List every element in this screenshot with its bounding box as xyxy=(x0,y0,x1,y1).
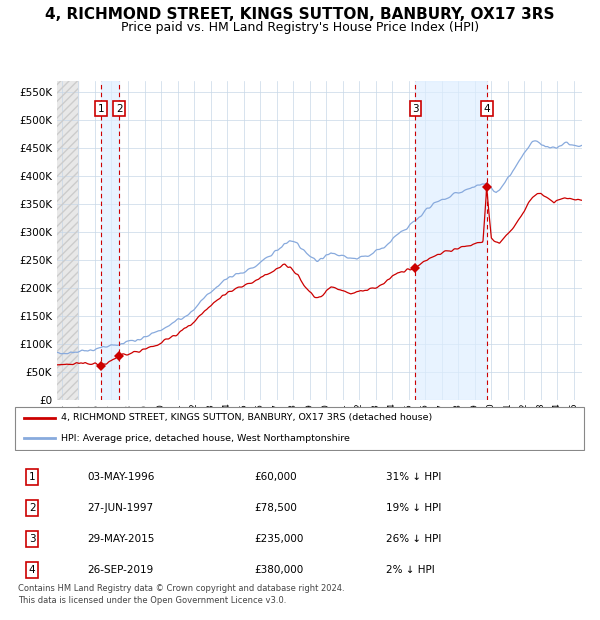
FancyBboxPatch shape xyxy=(15,407,584,450)
Text: £78,500: £78,500 xyxy=(254,503,297,513)
Bar xyxy=(415,81,487,400)
Text: 19% ↓ HPI: 19% ↓ HPI xyxy=(386,503,442,513)
Text: 29-MAY-2015: 29-MAY-2015 xyxy=(87,534,154,544)
Bar xyxy=(57,81,79,400)
Text: 2: 2 xyxy=(29,503,35,513)
Text: 2% ↓ HPI: 2% ↓ HPI xyxy=(386,565,435,575)
Text: 2: 2 xyxy=(116,104,123,113)
Text: £60,000: £60,000 xyxy=(254,472,296,482)
Text: Price paid vs. HM Land Registry's House Price Index (HPI): Price paid vs. HM Land Registry's House … xyxy=(121,21,479,34)
Text: 1: 1 xyxy=(29,472,35,482)
Text: 03-MAY-1996: 03-MAY-1996 xyxy=(87,472,154,482)
Text: 3: 3 xyxy=(412,104,419,113)
Text: HPI: Average price, detached house, West Northamptonshire: HPI: Average price, detached house, West… xyxy=(61,434,350,443)
Text: 31% ↓ HPI: 31% ↓ HPI xyxy=(386,472,442,482)
Text: 4, RICHMOND STREET, KINGS SUTTON, BANBURY, OX17 3RS (detached house): 4, RICHMOND STREET, KINGS SUTTON, BANBUR… xyxy=(61,414,432,422)
Text: 26% ↓ HPI: 26% ↓ HPI xyxy=(386,534,442,544)
Text: £380,000: £380,000 xyxy=(254,565,303,575)
Text: 27-JUN-1997: 27-JUN-1997 xyxy=(87,503,153,513)
Text: 1: 1 xyxy=(97,104,104,113)
Text: 4: 4 xyxy=(484,104,490,113)
Bar xyxy=(57,81,79,400)
Text: 26-SEP-2019: 26-SEP-2019 xyxy=(87,565,153,575)
Text: 4, RICHMOND STREET, KINGS SUTTON, BANBURY, OX17 3RS: 4, RICHMOND STREET, KINGS SUTTON, BANBUR… xyxy=(45,7,555,22)
Text: 3: 3 xyxy=(29,534,35,544)
Bar xyxy=(101,81,119,400)
Text: 4: 4 xyxy=(29,565,35,575)
Text: £235,000: £235,000 xyxy=(254,534,303,544)
Text: Contains HM Land Registry data © Crown copyright and database right 2024.
This d: Contains HM Land Registry data © Crown c… xyxy=(18,584,344,605)
